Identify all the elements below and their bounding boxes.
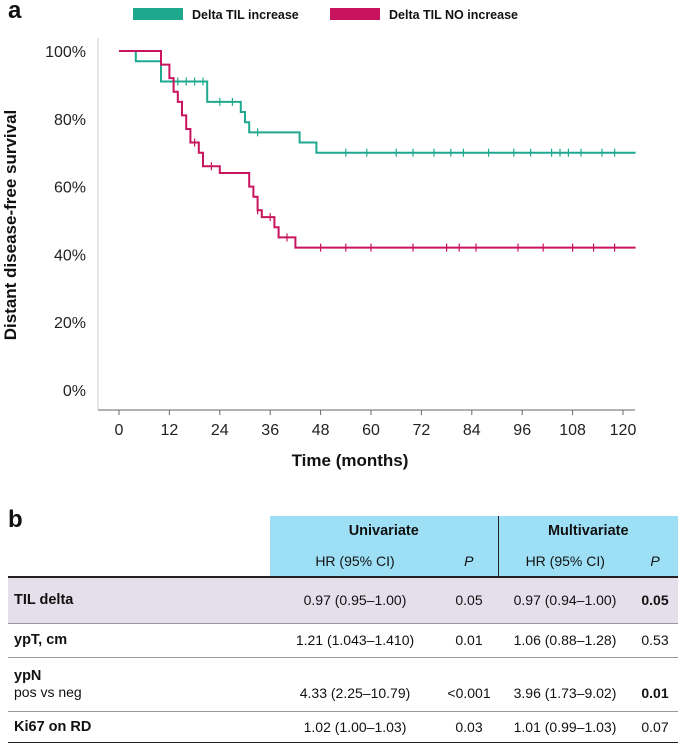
uni-hr-ypt: 1.21 (1.043–1.410) bbox=[270, 622, 440, 657]
row-label-ki67: Ki67 on RD bbox=[8, 710, 270, 743]
legend-swatch-increase bbox=[133, 8, 183, 20]
panel-b-label: b bbox=[8, 506, 23, 533]
x-tick-label: 0 bbox=[115, 422, 124, 439]
multi-p-ypt: 0.53 bbox=[632, 622, 678, 657]
multi-hr-ypn: 3.96 (1.73–9.02) bbox=[498, 656, 632, 711]
x-tick-label: 60 bbox=[362, 422, 380, 439]
uni-p-ypt: 0.01 bbox=[440, 622, 498, 657]
table-corner-sub bbox=[8, 546, 270, 577]
x-tick-label: 72 bbox=[413, 422, 431, 439]
table-header-group-row: Univariate Multivariate bbox=[8, 516, 678, 546]
uni-hr-ki67: 1.02 (1.00–1.03) bbox=[270, 710, 440, 743]
legend-label-no-increase: Delta TIL NO increase bbox=[389, 8, 518, 22]
univariate-header: Univariate bbox=[270, 516, 498, 546]
x-tick-label: 24 bbox=[211, 422, 229, 439]
y-axis-title: Distant disease-free survival bbox=[1, 110, 20, 341]
series-no-increase bbox=[119, 50, 636, 252]
table-header-sub-row: HR (95% CI) P HR (95% CI) P bbox=[8, 546, 678, 577]
legend-swatch-no-increase bbox=[330, 8, 380, 20]
panel-a-label: a bbox=[8, 0, 22, 24]
x-tick-label: 36 bbox=[261, 422, 279, 439]
multivariate-p-header: P bbox=[632, 546, 678, 577]
series-increase bbox=[119, 50, 636, 157]
multi-hr-ypt: 1.06 (0.88–1.28) bbox=[498, 622, 632, 657]
y-tick-label: 100% bbox=[45, 44, 86, 61]
uni-p-til-delta: 0.05 bbox=[440, 576, 498, 623]
uni-hr-til-delta: 0.97 (0.95–1.00) bbox=[270, 576, 440, 623]
univariate-p-header: P bbox=[440, 546, 498, 577]
x-tick-label: 12 bbox=[161, 422, 179, 439]
table-row: Ki67 on RD 1.02 (1.00–1.03) 0.03 1.01 (0… bbox=[8, 710, 678, 743]
uni-p-ypn: <0.001 bbox=[440, 656, 498, 711]
legend-label-increase: Delta TIL increase bbox=[192, 8, 299, 22]
uni-hr-ypn: 4.33 (2.25–10.79) bbox=[270, 656, 440, 711]
multivariate-hr-header: HR (95% CI) bbox=[497, 546, 632, 577]
table-row: ypN pos vs neg 4.33 (2.25–10.79) <0.001 … bbox=[8, 656, 678, 711]
table-row: ypT, cm 1.21 (1.043–1.410) 0.01 1.06 (0.… bbox=[8, 622, 678, 657]
x-tick-label: 96 bbox=[513, 422, 531, 439]
row-label-ypn: ypN bbox=[14, 668, 42, 684]
survival-curve-line bbox=[119, 50, 636, 154]
hazard-ratio-table: Univariate Multivariate HR (95% CI) P HR… bbox=[8, 516, 678, 743]
y-tick-label: 20% bbox=[54, 315, 86, 332]
row-label-cell-ypn: ypN pos vs neg bbox=[8, 656, 270, 711]
multi-p-ypn: 0.01 bbox=[632, 656, 678, 711]
multi-hr-ki67: 1.01 (0.99–1.03) bbox=[498, 710, 632, 743]
multi-hr-til-delta: 0.97 (0.94–1.00) bbox=[498, 576, 632, 623]
row-sublabel-ypn: pos vs neg bbox=[14, 684, 82, 700]
row-label-ypt: ypT, cm bbox=[8, 622, 270, 657]
y-tick-label: 40% bbox=[54, 247, 86, 264]
uni-p-ki67: 0.03 bbox=[440, 710, 498, 743]
y-tick-label: 0% bbox=[63, 383, 86, 400]
multivariate-header: Multivariate bbox=[497, 516, 678, 546]
survival-chart: Delta TIL increase Delta TIL NO increase… bbox=[1, 8, 637, 470]
row-label-til-delta: TIL delta bbox=[8, 576, 270, 623]
x-tick-label: 48 bbox=[312, 422, 330, 439]
table-row: TIL delta 0.97 (0.95–1.00) 0.05 0.97 (0.… bbox=[8, 576, 678, 623]
x-tick-label: 120 bbox=[610, 422, 637, 439]
table-corner bbox=[8, 516, 270, 546]
y-tick-label: 80% bbox=[54, 112, 86, 129]
multi-p-til-delta: 0.05 bbox=[632, 576, 678, 623]
x-tick-label: 84 bbox=[463, 422, 481, 439]
multi-p-ki67: 0.07 bbox=[632, 710, 678, 743]
survival-curve-line bbox=[119, 50, 636, 249]
univariate-hr-header: HR (95% CI) bbox=[270, 546, 440, 577]
x-tick-label: 108 bbox=[559, 422, 586, 439]
y-tick-label: 60% bbox=[54, 180, 86, 197]
x-axis-title: Time (months) bbox=[292, 451, 409, 470]
